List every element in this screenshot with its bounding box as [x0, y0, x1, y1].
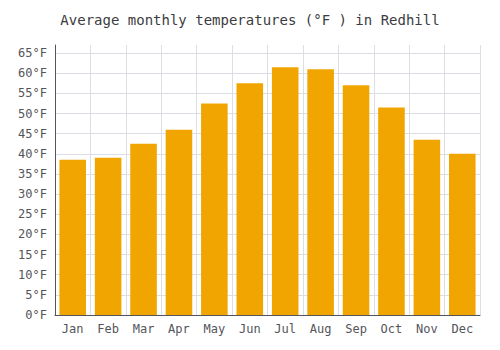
svg-text:May: May — [204, 322, 226, 336]
svg-text:Oct: Oct — [381, 322, 403, 336]
svg-text:40°F: 40°F — [18, 147, 47, 161]
svg-text:45°F: 45°F — [18, 127, 47, 141]
svg-text:5°F: 5°F — [25, 288, 47, 302]
svg-text:35°F: 35°F — [18, 167, 47, 181]
svg-text:Jul: Jul — [274, 322, 296, 336]
svg-text:15°F: 15°F — [18, 248, 47, 262]
svg-text:Sep: Sep — [345, 322, 367, 336]
svg-text:Aug: Aug — [310, 322, 332, 336]
svg-text:Average monthly temperatures (: Average monthly temperatures (°F ) in Re… — [60, 12, 439, 28]
svg-text:Feb: Feb — [97, 322, 119, 336]
svg-text:55°F: 55°F — [18, 86, 47, 100]
svg-text:Apr: Apr — [168, 322, 190, 336]
svg-text:25°F: 25°F — [18, 207, 47, 221]
svg-text:50°F: 50°F — [18, 107, 47, 121]
svg-text:20°F: 20°F — [18, 227, 47, 241]
svg-text:Jan: Jan — [62, 322, 84, 336]
svg-text:30°F: 30°F — [18, 187, 47, 201]
svg-text:Nov: Nov — [416, 322, 438, 336]
svg-text:60°F: 60°F — [18, 66, 47, 80]
svg-text:10°F: 10°F — [18, 268, 47, 282]
svg-text:0°F: 0°F — [25, 308, 47, 322]
svg-text:65°F: 65°F — [18, 46, 47, 60]
svg-text:Dec: Dec — [451, 322, 473, 336]
svg-text:Mar: Mar — [133, 322, 155, 336]
svg-text:Jun: Jun — [239, 322, 261, 336]
